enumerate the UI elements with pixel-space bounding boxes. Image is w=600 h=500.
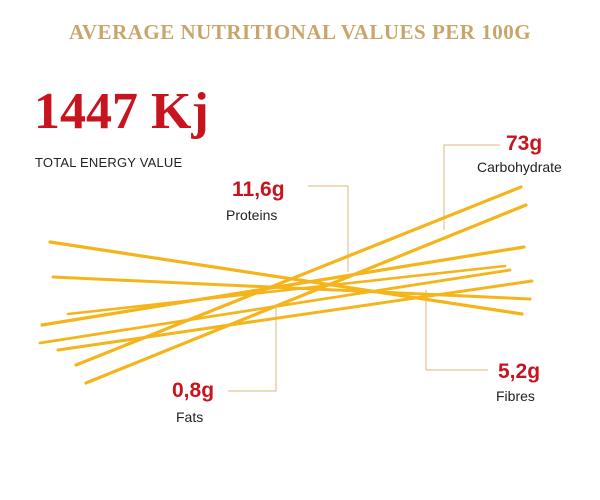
fats-label: Fats [176, 409, 204, 425]
fibres-connector [425, 290, 488, 371]
spaghetti-strand [66, 264, 507, 316]
proteins-label: Proteins [226, 207, 278, 223]
energy-label: TOTAL ENERGY VALUE [35, 155, 183, 170]
spaghetti-strand [51, 275, 532, 301]
fibres-label: Fibres [496, 388, 535, 404]
spaghetti-strand [74, 185, 523, 367]
spaghetti-strand [40, 245, 526, 327]
carbohydrate-connector [443, 144, 500, 230]
carbohydrate-value: 73g [506, 132, 543, 155]
spaghetti-strand [56, 279, 534, 352]
fibres-value: 5,2g [498, 360, 541, 383]
proteins-connector [308, 185, 349, 272]
fats-value: 0,8g [172, 379, 215, 402]
spaghetti-strand [48, 240, 524, 316]
proteins-value: 11,6g [232, 178, 285, 201]
carbohydrate-label: Carbohydrate [477, 159, 562, 175]
page-title: AVERAGE NUTRITIONAL VALUES PER 100G [68, 20, 532, 44]
spaghetti-strand [84, 203, 528, 385]
fats-connector [228, 308, 277, 392]
energy-value: 1447 Kj [34, 83, 209, 140]
